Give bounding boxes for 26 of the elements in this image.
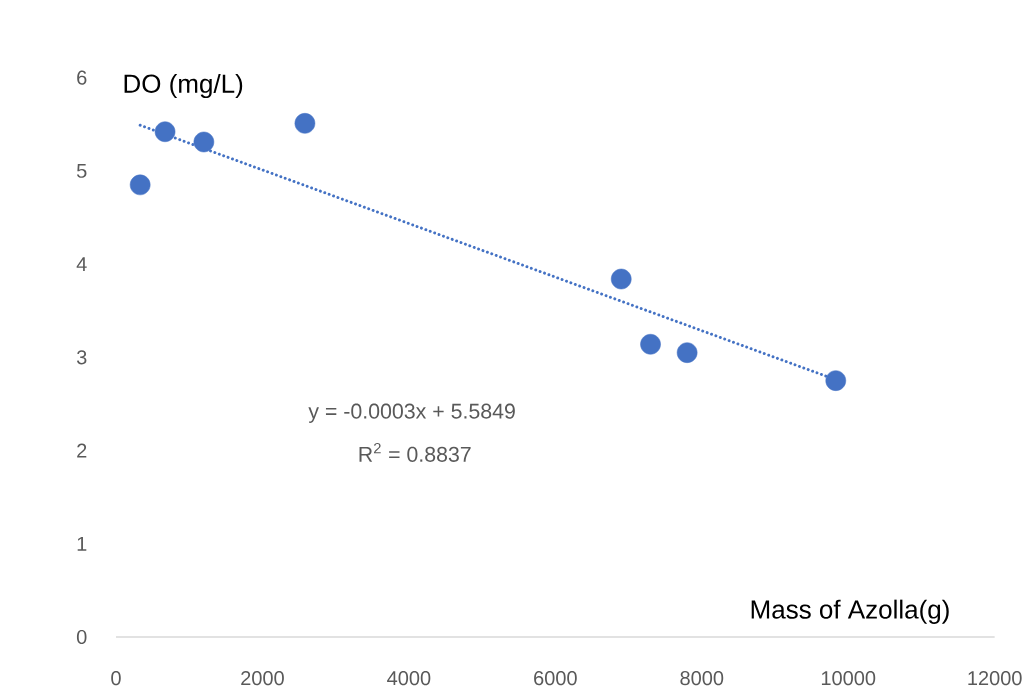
point xyxy=(825,370,847,391)
annotation: y = -0.0003x + 5.5849 xyxy=(308,403,515,423)
point xyxy=(676,342,698,363)
y-tick-label: 0 xyxy=(76,629,87,645)
point xyxy=(154,121,176,142)
x-axis-title: Mass of Azolla(g) xyxy=(751,599,949,624)
y-axis-title: DO (mg/L) xyxy=(124,73,243,99)
y-tick-label: 1 xyxy=(77,536,87,551)
y-tick-label: 6 xyxy=(77,70,87,85)
x-tick-label: 6000 xyxy=(534,671,577,686)
x-tick-label: 2000 xyxy=(241,671,284,686)
x-tick-label: 8000 xyxy=(680,671,724,686)
annotation: R$^{2}$ = 0.8837 xyxy=(359,442,471,462)
x-tick-label: 0 xyxy=(111,671,121,686)
y-tick-label: 3 xyxy=(76,350,87,365)
x-tick-label: 12000 xyxy=(968,671,1022,686)
point xyxy=(294,113,316,134)
y-tick-label: 2 xyxy=(77,443,87,458)
y-tick-label: 4 xyxy=(76,257,87,271)
point xyxy=(640,334,661,355)
y-tick-label: 5 xyxy=(76,163,87,178)
point xyxy=(610,268,632,290)
x-tick-label: 4000 xyxy=(387,671,431,686)
point xyxy=(193,131,215,153)
point xyxy=(129,174,151,196)
x-tick-label: 10000 xyxy=(821,671,876,686)
